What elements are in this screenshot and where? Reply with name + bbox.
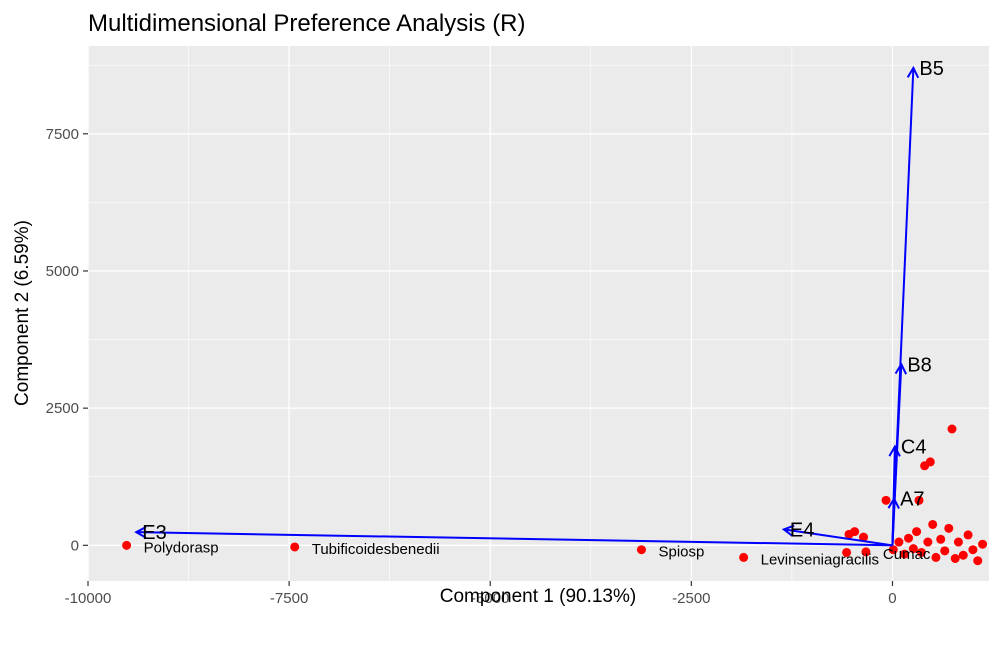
y-axis: 0 2500 5000 7500 — [46, 126, 88, 554]
data-point — [923, 537, 933, 547]
y-tick-label: 7500 — [46, 126, 79, 143]
data-point — [739, 552, 749, 562]
y-tick-label: 2500 — [46, 400, 79, 417]
x-tick-label: 0 — [888, 590, 896, 607]
data-point — [861, 547, 871, 557]
data-point — [973, 556, 983, 566]
chart-title: Multidimensional Preference Analysis (R) — [88, 10, 526, 37]
data-point — [900, 549, 910, 559]
x-tick-label: -2500 — [672, 590, 710, 607]
data-point — [888, 545, 898, 555]
point-labels-layer: Polydorasp Tubificoidesbenedii Spiosp Levin… — [144, 539, 931, 568]
data-point — [908, 544, 918, 554]
minor-gridlines — [88, 46, 989, 581]
data-point — [928, 519, 938, 529]
data-point — [914, 495, 924, 505]
data-point — [850, 527, 860, 537]
point-label: Tubificoidesbenedii — [312, 541, 440, 558]
loading-arrow-head — [134, 526, 147, 539]
data-point — [944, 523, 954, 533]
data-point — [963, 530, 973, 540]
arrow-label: B8 — [907, 354, 931, 376]
loading-arrow-head — [894, 362, 908, 375]
data-point — [122, 540, 132, 550]
y-axis-title: Component 2 (6.59%) — [12, 220, 33, 406]
data-point — [940, 546, 950, 556]
data-point — [950, 554, 960, 564]
loading-arrow-head — [781, 524, 795, 537]
arrow-label: E3 — [142, 522, 166, 544]
y-tick-label: 5000 — [46, 263, 79, 280]
data-point — [916, 547, 926, 557]
data-point — [936, 534, 946, 544]
data-point — [925, 457, 935, 467]
x-axis-title: Component 1 (90.13%) — [440, 586, 636, 607]
data-point — [842, 547, 852, 557]
loading-arrow-line — [136, 531, 893, 547]
data-point — [947, 424, 957, 434]
x-tick-label: -5000 — [471, 590, 509, 607]
loading-arrow-line — [891, 498, 896, 546]
point-label: Levinseniagracilis — [761, 551, 879, 568]
loading-arrow-line — [783, 528, 893, 547]
data-point — [978, 539, 988, 549]
data-point — [636, 545, 646, 555]
arrow-label: E4 — [790, 519, 814, 541]
point-label: Polydorasp — [144, 539, 219, 556]
point-label: Spiosp — [658, 544, 704, 561]
data-point — [894, 537, 904, 547]
data-point — [912, 527, 922, 537]
data-point — [953, 537, 963, 547]
points-layer — [122, 424, 988, 566]
loading-arrow-head — [906, 65, 920, 79]
data-point — [904, 533, 914, 543]
arrow-label: C4 — [901, 437, 927, 459]
y-tick-label: 0 — [71, 537, 79, 554]
x-tick-label: -10000 — [65, 590, 112, 607]
x-axis: -10000 -7500 -5000 -2500 0 — [65, 581, 897, 607]
plot-panel — [88, 46, 989, 581]
arrow-label: B5 — [919, 58, 943, 80]
arrow-label: A7 — [900, 489, 924, 511]
arrows-layer: B5 B8 C4 A7 E3 E4 — [134, 58, 944, 547]
data-point — [958, 550, 968, 560]
data-point — [290, 542, 300, 552]
loading-arrow-head — [888, 444, 901, 457]
data-point — [968, 545, 978, 555]
point-label: Cumac — [883, 546, 931, 563]
data-point — [931, 552, 941, 562]
x-tick-label: -7500 — [270, 590, 308, 607]
loading-arrow-head — [887, 496, 900, 509]
data-point — [859, 532, 869, 542]
data-point — [881, 495, 891, 505]
